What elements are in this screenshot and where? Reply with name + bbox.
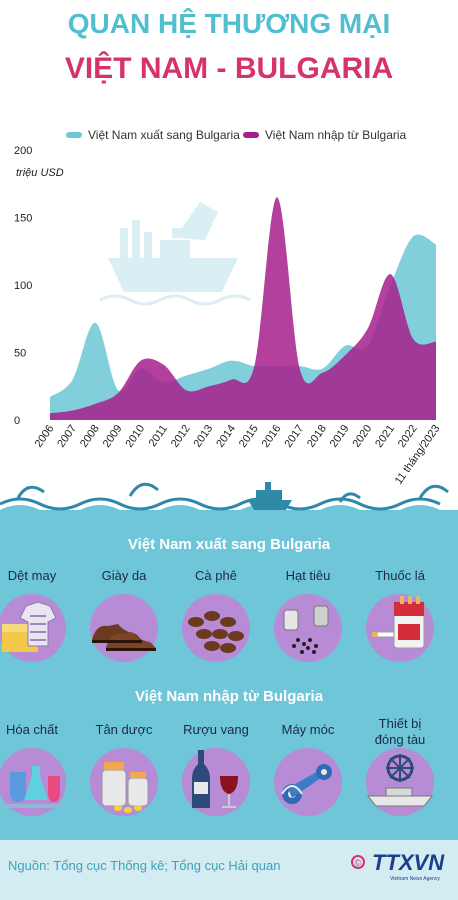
product-label: Máy móc bbox=[281, 722, 335, 737]
product-label: Cà phê bbox=[195, 568, 237, 583]
y-tick-label: 0 bbox=[14, 415, 20, 427]
legend-item-export: Việt Nam xuất sang Bulgaria bbox=[66, 128, 240, 142]
x-tick-label: 2010 bbox=[123, 423, 147, 450]
legend-item-import: Việt Nam nhập từ Bulgaria bbox=[243, 128, 406, 142]
title-line2: VIỆT NAM - BULGARIA bbox=[64, 52, 394, 85]
footer bbox=[0, 840, 458, 900]
data-point bbox=[50, 397, 51, 398]
data-point bbox=[186, 390, 187, 391]
x-tick-label: 2011 bbox=[147, 423, 170, 449]
data-point bbox=[72, 410, 73, 411]
product-label: Tân dược bbox=[95, 722, 153, 737]
product-label: Hóa chất bbox=[5, 722, 59, 737]
x-tick-label: 2009 bbox=[101, 423, 125, 450]
x-tick-label: 2018 bbox=[305, 423, 329, 450]
product-label: Giày da bbox=[101, 568, 147, 583]
data-point bbox=[231, 360, 232, 361]
y-tick-label: 100 bbox=[14, 280, 32, 292]
medicine-icon bbox=[84, 742, 164, 822]
data-point bbox=[299, 366, 300, 367]
product-label: Thiết bị đóng tàu bbox=[374, 716, 426, 747]
data-point bbox=[345, 345, 346, 346]
y-tick-label: 200 bbox=[14, 145, 32, 157]
x-tick-label: 2007 bbox=[55, 423, 79, 450]
data-point bbox=[345, 355, 346, 356]
x-tick-label: 2014 bbox=[214, 423, 238, 450]
data-point bbox=[413, 339, 414, 340]
product-label: Dệt may bbox=[7, 568, 57, 583]
data-point bbox=[140, 360, 141, 361]
products-section: Việt Nam xuất sang Bulgaria Dệt may Giày … bbox=[0, 482, 458, 900]
data-point bbox=[322, 368, 323, 369]
chart-legend: Việt Nam xuất sang Bulgaria Việt Nam nhậ… bbox=[0, 128, 458, 148]
data-point bbox=[118, 393, 119, 394]
x-tick-label: 2020 bbox=[350, 423, 374, 450]
y-tick-label: 150 bbox=[14, 213, 32, 225]
data-point bbox=[413, 236, 414, 237]
data-point bbox=[95, 322, 96, 323]
x-tick-label: 2008 bbox=[78, 423, 102, 450]
series-import-area bbox=[50, 197, 436, 420]
machine-icon bbox=[268, 742, 348, 822]
exports-title: Việt Nam xuất sang Bulgaria bbox=[127, 536, 331, 553]
x-tick-label: 2019 bbox=[328, 423, 352, 450]
wave-decoration-icon bbox=[0, 482, 458, 540]
ttxvn-logo: © TTXVN Vietnam News Agency bbox=[350, 848, 454, 884]
legend-label-export: Việt Nam xuất sang Bulgaria bbox=[88, 128, 240, 142]
coffee-icon bbox=[176, 588, 256, 668]
cigarette-icon bbox=[360, 588, 440, 668]
ship-equipment-icon bbox=[360, 742, 440, 822]
imports-title: Việt Nam nhập từ Bulgaria bbox=[134, 688, 324, 705]
x-tick-label: 2015 bbox=[237, 423, 261, 450]
title-line1: QUAN HỆ THƯƠNG MẠI bbox=[67, 8, 391, 39]
y-tick-label: 50 bbox=[14, 348, 26, 360]
data-point bbox=[436, 244, 437, 245]
chemical-icon bbox=[0, 742, 72, 822]
data-point bbox=[322, 372, 323, 373]
legend-label-import: Việt Nam nhập từ Bulgaria bbox=[265, 128, 407, 142]
source-text: Nguồn: Tổng cục Thống kê; Tổng cục Hải q… bbox=[8, 858, 281, 873]
data-point bbox=[231, 379, 232, 380]
logo-text: TTXVN bbox=[372, 850, 445, 875]
product-label: Hạt tiêu bbox=[285, 568, 331, 583]
logo-subtext: Vietnam News Agency bbox=[390, 876, 440, 882]
wine-icon bbox=[176, 742, 256, 822]
x-tick-label: 2017 bbox=[282, 423, 306, 450]
data-point bbox=[390, 274, 391, 275]
data-point bbox=[208, 386, 209, 387]
product-label: Thuốc lá bbox=[375, 568, 425, 583]
x-tick-label: 2016 bbox=[260, 423, 284, 450]
copyright-symbol: © bbox=[355, 858, 362, 868]
y-axis-unit: triệu USD bbox=[16, 167, 64, 179]
data-point bbox=[254, 366, 255, 367]
data-point bbox=[436, 341, 437, 342]
data-point bbox=[50, 413, 51, 414]
data-point bbox=[118, 390, 119, 391]
x-tick-label: 2013 bbox=[192, 423, 216, 450]
data-point bbox=[163, 364, 164, 365]
legend-swatch-import bbox=[243, 132, 259, 138]
x-tick-label: 2006 bbox=[33, 423, 57, 450]
pepper-icon bbox=[268, 588, 348, 668]
ship-illustration-icon bbox=[99, 202, 251, 306]
data-point bbox=[186, 375, 187, 376]
x-tick-label: 2021 bbox=[373, 423, 397, 450]
data-point bbox=[299, 368, 300, 369]
data-point bbox=[208, 368, 209, 369]
shoes-icon bbox=[84, 588, 164, 668]
x-tick-label: 2012 bbox=[169, 423, 193, 450]
data-point bbox=[277, 197, 278, 198]
data-point bbox=[72, 379, 73, 380]
product-label: Rượu vang bbox=[183, 722, 249, 737]
legend-swatch-export bbox=[66, 132, 82, 138]
textile-icon bbox=[0, 588, 72, 668]
data-point bbox=[367, 328, 368, 329]
data-point bbox=[95, 403, 96, 404]
